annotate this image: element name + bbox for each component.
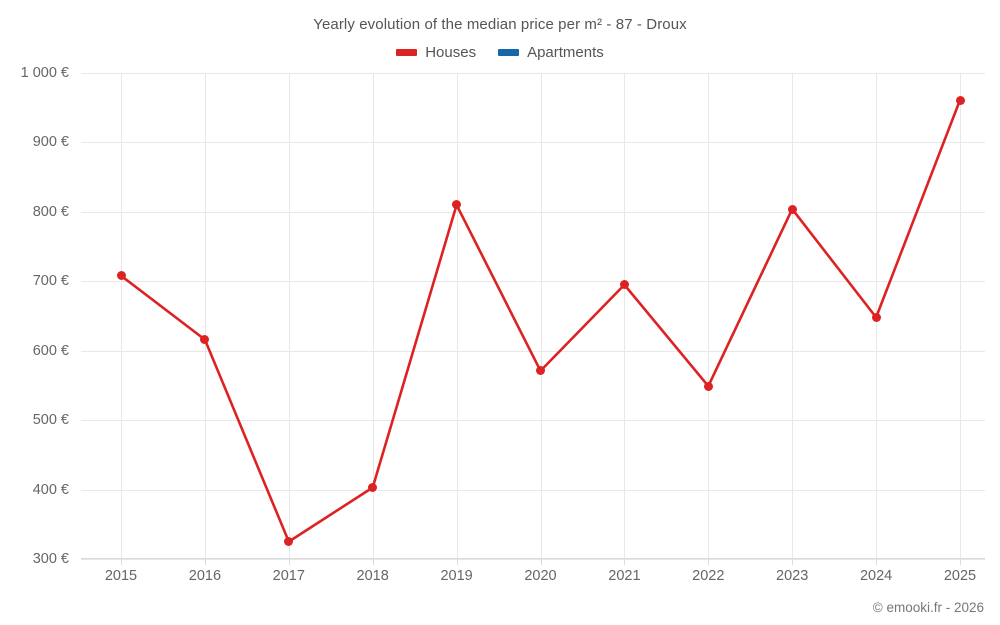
legend-item-houses[interactable]: Houses <box>396 44 476 61</box>
x-axis-tick-label: 2022 <box>692 568 725 584</box>
y-axis-tick-label: 900 € <box>32 134 69 151</box>
y-axis-tick-label: 500 € <box>32 412 69 429</box>
x-axis-tick-mark <box>372 559 374 565</box>
data-point[interactable] <box>452 200 462 210</box>
series-line-houses <box>119 98 962 543</box>
x-axis-line <box>81 558 985 559</box>
y-axis-tick-label: 1 000 € <box>20 65 69 81</box>
x-axis-tick-mark <box>288 559 290 565</box>
gridline-horizontal <box>81 73 985 74</box>
y-axis-tick-label: 600 € <box>32 342 69 359</box>
series-lines <box>119 98 962 543</box>
gridline-vertical <box>540 73 542 559</box>
gridline-horizontal <box>81 350 985 352</box>
gridline-vertical <box>960 73 961 559</box>
gridline-horizontal <box>81 281 985 283</box>
legend-label: Houses <box>425 44 477 61</box>
legend-swatch-icon <box>498 49 520 56</box>
data-point[interactable] <box>787 204 797 214</box>
data-point[interactable] <box>703 381 713 391</box>
chart-title: Yearly evolution of the median price per… <box>313 16 687 33</box>
x-axis-tick-mark <box>121 559 122 565</box>
y-axis-tick-label: 300 € <box>32 551 69 567</box>
x-axis-tick-label: 2019 <box>440 568 473 584</box>
gridline-horizontal <box>81 420 985 422</box>
gridline-vertical <box>456 73 458 559</box>
footer-credit: © emooki.fr - 2026 <box>872 600 984 615</box>
data-point[interactable] <box>955 95 965 105</box>
x-axis-tick-mark <box>960 559 961 565</box>
gridline-horizontal <box>81 142 985 144</box>
x-axis-tick-label: 2023 <box>776 568 809 584</box>
data-point[interactable] <box>368 482 378 492</box>
data-point[interactable] <box>284 537 294 547</box>
legend-item-apartments[interactable]: Apartments <box>498 44 604 61</box>
x-axis-tick-mark <box>456 559 458 565</box>
legend-label: Apartments <box>527 44 604 61</box>
legend-swatch-icon <box>396 49 418 56</box>
gridline-vertical <box>288 73 290 559</box>
data-point[interactable] <box>619 280 629 290</box>
x-axis-tick-mark <box>876 559 878 565</box>
data-point[interactable] <box>200 335 210 345</box>
data-point[interactable] <box>871 312 881 322</box>
x-axis-tick-mark <box>708 559 710 565</box>
x-axis-tick-mark <box>540 559 542 565</box>
chart-legend: Houses Apartments <box>0 44 1000 61</box>
gridline-vertical <box>792 73 794 559</box>
y-axis-tick-label: 700 € <box>32 273 69 290</box>
data-point[interactable] <box>116 271 126 281</box>
y-axis-tick-label: 400 € <box>32 481 69 498</box>
y-axis-tick-label: 800 € <box>32 203 69 220</box>
x-axis-tick-label: 2024 <box>859 568 893 584</box>
gridline-vertical <box>708 73 710 559</box>
x-axis-tick-label: 2025 <box>943 568 977 584</box>
x-axis-tick-label: 2021 <box>608 568 641 584</box>
data-point[interactable] <box>536 366 545 376</box>
x-axis-tick-mark <box>624 559 626 565</box>
x-axis-tick-mark <box>204 559 206 565</box>
x-axis-tick-label: 2016 <box>188 568 222 584</box>
gridline-horizontal <box>81 211 985 213</box>
x-axis-tick-label: 2018 <box>356 568 389 584</box>
x-axis-tick-label: 2017 <box>272 568 305 584</box>
gridline-vertical <box>624 73 626 559</box>
plot-area <box>81 73 985 565</box>
gridline-horizontal <box>81 489 985 491</box>
gridline-vertical <box>372 73 374 559</box>
gridline-horizontal <box>81 559 985 560</box>
gridline-vertical <box>121 73 122 559</box>
gridline-vertical <box>204 73 206 559</box>
x-axis-tick-label: 2015 <box>104 568 138 584</box>
x-axis-tick-label: 2020 <box>524 568 557 584</box>
x-axis-tick-mark <box>792 559 794 565</box>
